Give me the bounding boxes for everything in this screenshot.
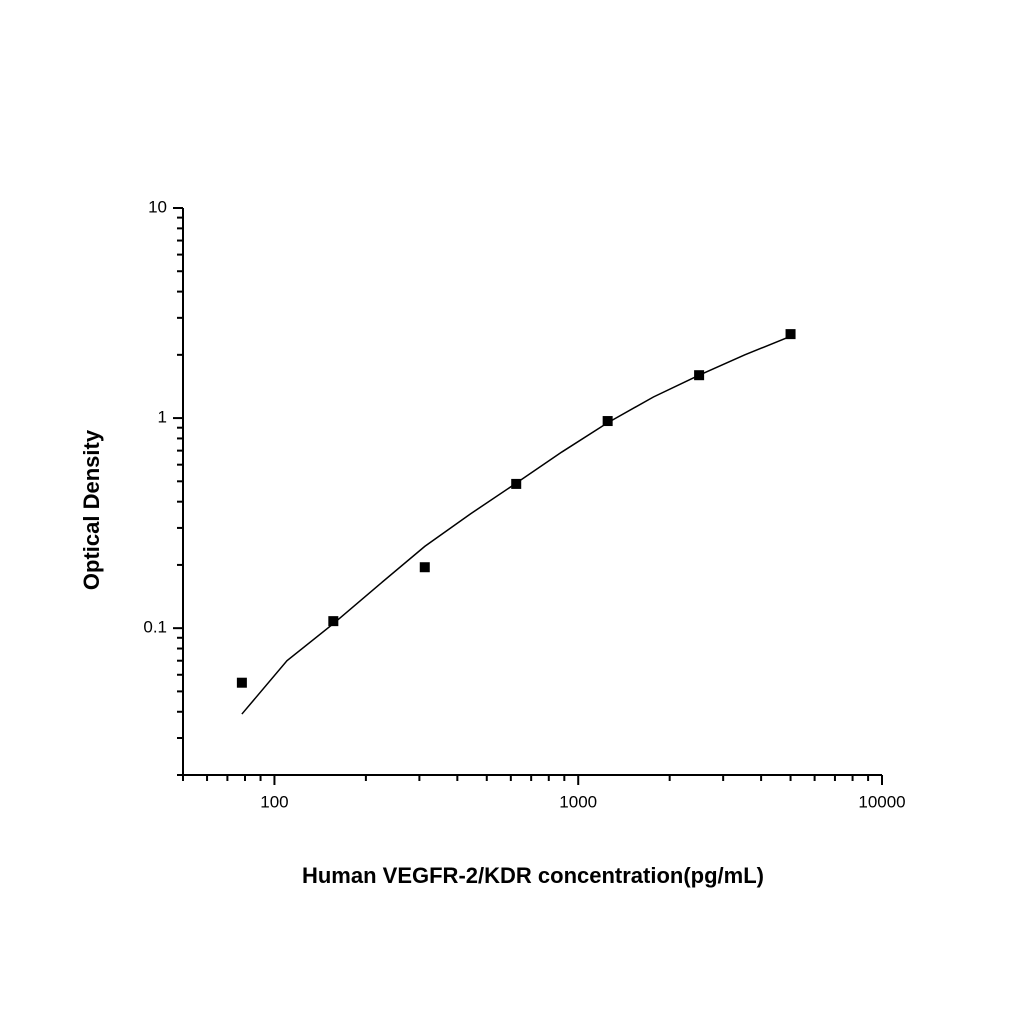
data-point: [602, 416, 613, 427]
x-tick-label: 100: [260, 792, 288, 811]
y-tick-label: 1: [158, 408, 167, 427]
x-axis-title: Human VEGFR-2/KDR concentration(pg/mL): [302, 863, 764, 888]
data-point: [419, 562, 430, 573]
data-point: [328, 616, 339, 627]
data-point: [785, 329, 796, 340]
y-tick-label: 10: [148, 197, 167, 216]
fit-curve: [241, 335, 791, 715]
data-point: [236, 677, 247, 688]
x-tick-label: 1000: [559, 792, 597, 811]
x-tick-label: 10000: [858, 792, 905, 811]
y-axis-title: Optical Density: [79, 429, 104, 590]
y-tick-label: 0.1: [143, 618, 167, 637]
